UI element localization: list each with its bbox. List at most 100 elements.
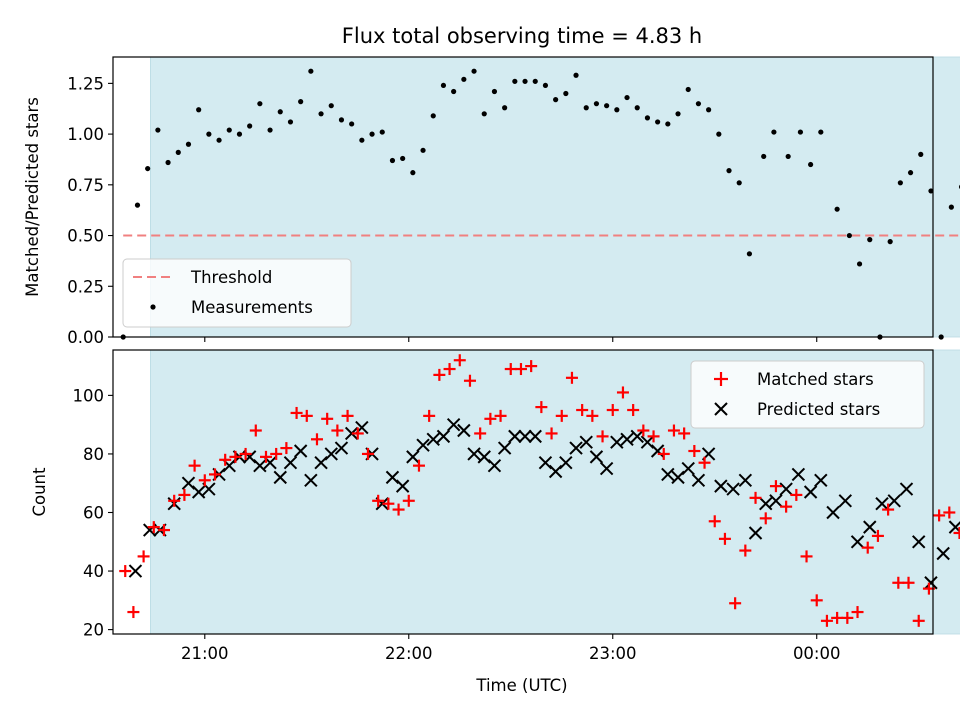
predicted-point xyxy=(528,429,542,444)
bottom-axes-frame xyxy=(112,349,934,635)
matched-point xyxy=(790,488,803,501)
predicted-point xyxy=(273,470,287,485)
matched-point xyxy=(280,442,293,455)
measurement-point xyxy=(593,101,600,107)
predicted-point xyxy=(899,482,914,496)
matched-point xyxy=(402,494,415,507)
measurement-point xyxy=(834,206,840,212)
predicted-point xyxy=(610,435,624,449)
matched-point xyxy=(912,614,925,627)
matched-point xyxy=(525,360,538,373)
matched-point xyxy=(270,447,283,460)
matched-point xyxy=(535,401,548,414)
matched-point xyxy=(759,512,772,525)
matched-point xyxy=(800,550,813,563)
measurement-point xyxy=(573,72,579,78)
measurement-point xyxy=(145,165,151,172)
matched-point xyxy=(729,597,742,610)
predicted-point xyxy=(467,447,481,461)
predicted-point xyxy=(253,458,267,473)
measurement-point xyxy=(856,261,863,267)
matched-point xyxy=(902,576,915,589)
matched-point xyxy=(341,409,354,422)
matched-point xyxy=(290,406,303,419)
predicted-point xyxy=(538,456,553,470)
measurement-point xyxy=(918,151,924,157)
matched-point xyxy=(453,354,466,367)
predicted-point xyxy=(838,494,852,508)
predicted-point xyxy=(416,438,430,452)
matched-point xyxy=(657,447,670,460)
measurement-point xyxy=(634,105,640,111)
legend-matched-swatch xyxy=(714,372,728,386)
predicted-point xyxy=(559,456,573,470)
matched-point xyxy=(892,576,905,589)
matched-point xyxy=(423,409,436,422)
measurement-point xyxy=(938,334,944,340)
measurement-point xyxy=(379,129,385,135)
measurement-point xyxy=(716,131,722,137)
predicted-point xyxy=(887,494,901,508)
measurement-point xyxy=(389,157,396,164)
measurement-point xyxy=(867,237,873,243)
measurement-point xyxy=(165,159,171,166)
predicted-point xyxy=(759,497,773,511)
y-tick-label: 1.00 xyxy=(67,125,104,144)
predicted-point xyxy=(640,435,655,449)
measurement-point xyxy=(604,103,610,109)
measurement-point xyxy=(614,107,620,113)
measurement-point xyxy=(349,121,355,127)
top-y-axis-label: Matched/Predicted stars xyxy=(23,97,42,297)
predicted-point xyxy=(661,467,675,482)
matched-point xyxy=(882,503,895,516)
y-tick-label: 0.75 xyxy=(67,176,104,195)
predicted-point xyxy=(924,576,938,590)
y-tick-label: 0.50 xyxy=(67,227,104,246)
matched-point xyxy=(769,480,782,493)
bottom-y-axis-label: Count xyxy=(30,467,49,517)
measurement-point xyxy=(471,68,477,74)
predicted-point xyxy=(814,473,828,487)
matched-point xyxy=(321,412,334,425)
matched-point xyxy=(820,614,833,627)
legend-matched-label: Matched stars xyxy=(757,370,874,389)
measurement-point xyxy=(410,170,416,176)
measurement-point xyxy=(665,121,671,127)
measurement-point xyxy=(430,113,436,119)
predicted-point xyxy=(446,417,461,432)
x-tick-label: 23:00 xyxy=(589,644,637,663)
matched-point xyxy=(565,371,578,384)
predicted-point xyxy=(863,520,877,534)
measurement-point xyxy=(512,78,518,84)
x-tick-label: 22:00 xyxy=(385,644,433,663)
matched-point xyxy=(780,500,793,513)
bottom-legend: Matched stars Predicted stars xyxy=(690,360,925,429)
predicted-point xyxy=(314,456,328,470)
matched-point xyxy=(229,450,242,463)
measurement-point xyxy=(226,127,232,133)
matched-point xyxy=(249,424,262,437)
predicted-point xyxy=(518,429,532,444)
matched-point xyxy=(943,506,956,519)
matched-point xyxy=(168,494,181,507)
measurement-point xyxy=(897,180,903,186)
predicted-point xyxy=(385,470,400,485)
measurement-point xyxy=(287,119,294,125)
matched-point xyxy=(259,450,272,463)
x-axis-label: Time (UTC) xyxy=(475,676,567,695)
matched-point xyxy=(616,386,629,399)
predicted-point xyxy=(487,458,502,473)
matched-point xyxy=(157,524,170,537)
legend-measurements-swatch xyxy=(150,304,156,310)
measurement-point xyxy=(808,161,814,168)
predicted-point xyxy=(791,467,806,482)
y-tick-label: 40 xyxy=(83,562,104,581)
measurement-point xyxy=(785,153,791,160)
predicted-point xyxy=(738,473,753,487)
measurement-point xyxy=(583,105,589,111)
matched-point xyxy=(688,445,701,458)
ratio-panel: 0.00 0.25 0.50 0.75 1.00 1.25 Matched/Predict… xyxy=(23,56,960,347)
matched-point xyxy=(119,565,132,578)
